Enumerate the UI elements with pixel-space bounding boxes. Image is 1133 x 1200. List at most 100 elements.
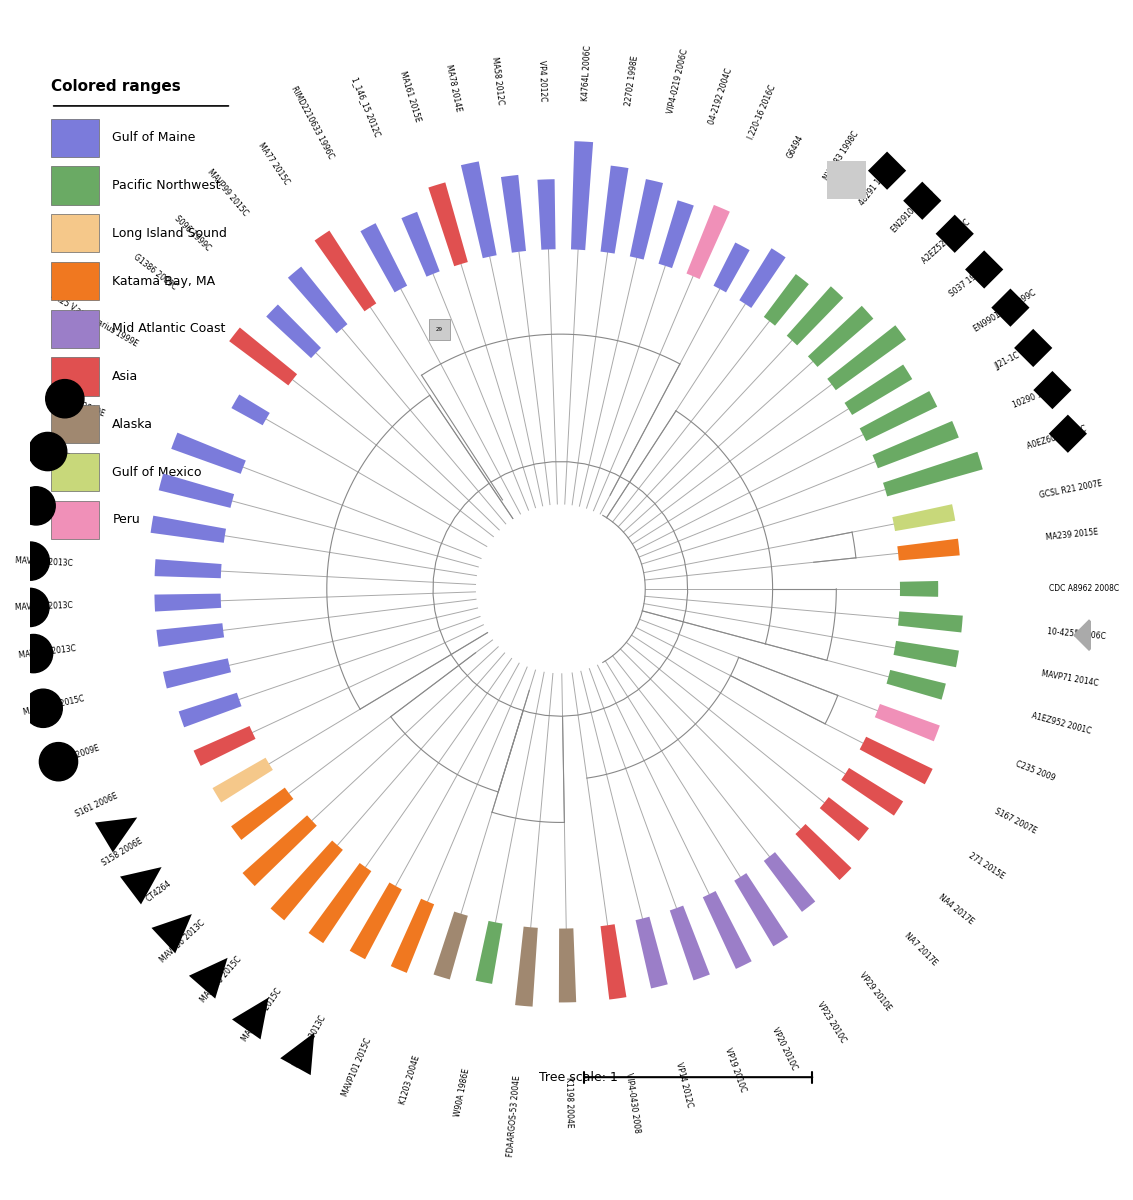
- Polygon shape: [288, 266, 348, 334]
- Polygon shape: [171, 433, 246, 474]
- Polygon shape: [898, 612, 963, 632]
- Circle shape: [24, 689, 62, 727]
- Polygon shape: [559, 929, 577, 1002]
- Polygon shape: [179, 692, 241, 727]
- Circle shape: [40, 743, 77, 781]
- Polygon shape: [280, 1033, 314, 1075]
- Text: MAVP31 2013C: MAVP31 2013C: [291, 1014, 327, 1069]
- Text: FDAARGOS-53 2004E: FDAARGOS-53 2004E: [506, 1075, 522, 1157]
- Polygon shape: [476, 920, 503, 984]
- FancyBboxPatch shape: [51, 454, 99, 491]
- Polygon shape: [894, 641, 959, 667]
- Circle shape: [45, 379, 84, 418]
- Text: NY3483 1998C: NY3483 1998C: [823, 130, 861, 182]
- Text: MAVP103 2015C: MAVP103 2015C: [240, 986, 284, 1043]
- Polygon shape: [827, 325, 906, 390]
- Text: CT4264: CT4264: [144, 880, 173, 904]
- Text: MA58 2012C: MA58 2012C: [491, 56, 505, 104]
- Polygon shape: [860, 737, 932, 785]
- Text: 22702 1998E: 22702 1998E: [624, 55, 640, 106]
- Text: EX25 V.antiquarius 1999E: EX25 V.antiquarius 1999E: [50, 292, 139, 349]
- Polygon shape: [841, 768, 903, 816]
- Text: S096 1999C: S096 1999C: [172, 215, 212, 253]
- Text: S167 2007E: S167 2007E: [994, 806, 1038, 835]
- Text: GCSL R21 2007E: GCSL R21 2007E: [1039, 479, 1104, 500]
- Text: NA7 2017E: NA7 2017E: [902, 931, 938, 967]
- Polygon shape: [213, 757, 273, 803]
- Text: VP29 2010E: VP29 2010E: [858, 971, 893, 1013]
- Polygon shape: [120, 868, 162, 905]
- Polygon shape: [428, 182, 468, 266]
- Polygon shape: [670, 906, 710, 980]
- Polygon shape: [152, 914, 191, 953]
- Polygon shape: [764, 274, 809, 325]
- Polygon shape: [159, 474, 235, 508]
- FancyBboxPatch shape: [51, 214, 99, 252]
- Polygon shape: [875, 704, 940, 742]
- Text: C235 2009: C235 2009: [1014, 760, 1056, 782]
- Polygon shape: [795, 824, 851, 880]
- Text: A2EZ523 2002C: A2EZ523 2002C: [920, 217, 972, 265]
- Polygon shape: [764, 852, 816, 912]
- Text: 10290 1997C: 10290 1997C: [1012, 383, 1062, 410]
- Polygon shape: [154, 594, 221, 612]
- Text: S161 2006E: S161 2006E: [75, 791, 120, 818]
- Polygon shape: [401, 212, 440, 277]
- Text: MA78 2014E: MA78 2014E: [444, 64, 463, 113]
- Polygon shape: [740, 248, 785, 308]
- Polygon shape: [872, 421, 959, 468]
- Text: G6499 2015E: G6499 2015E: [37, 445, 90, 467]
- Polygon shape: [391, 899, 434, 973]
- Text: G1386 2009C: G1386 2009C: [131, 253, 178, 292]
- Text: VP14 2012C: VP14 2012C: [674, 1062, 695, 1109]
- Circle shape: [15, 635, 52, 673]
- Text: EN2910 2000C: EN2910 2000C: [891, 187, 936, 235]
- Polygon shape: [860, 391, 937, 442]
- Text: Gulf of Maine: Gulf of Maine: [112, 131, 196, 144]
- Text: MAVP37 2013C: MAVP37 2013C: [15, 601, 73, 612]
- Text: K4764L 2006C: K4764L 2006C: [581, 46, 594, 102]
- Polygon shape: [868, 151, 906, 190]
- Polygon shape: [734, 874, 789, 947]
- Circle shape: [11, 588, 49, 626]
- Text: CDC A8962 2008C: CDC A8962 2008C: [1049, 584, 1118, 593]
- FancyBboxPatch shape: [51, 310, 99, 348]
- Polygon shape: [600, 166, 629, 253]
- Text: G1449 2009E: G1449 2009E: [54, 391, 107, 418]
- Polygon shape: [808, 306, 874, 367]
- Text: Katama Bay, MA: Katama Bay, MA: [112, 275, 215, 288]
- Polygon shape: [897, 539, 960, 560]
- Polygon shape: [965, 251, 1004, 288]
- Polygon shape: [194, 726, 256, 766]
- Text: Tree scale: 1: Tree scale: 1: [539, 1070, 617, 1084]
- Text: 271 2015E: 271 2015E: [968, 851, 1006, 881]
- Polygon shape: [231, 395, 270, 425]
- Text: 10-4255 2006C: 10-4255 2006C: [1047, 626, 1106, 641]
- Polygon shape: [434, 912, 468, 979]
- Polygon shape: [714, 242, 750, 293]
- Text: MA239 2015E: MA239 2015E: [1046, 528, 1099, 542]
- Polygon shape: [1049, 415, 1087, 452]
- Text: NA4 2017E: NA4 2017E: [937, 893, 976, 926]
- Circle shape: [11, 542, 50, 581]
- Text: EN9901310 1999C: EN9901310 1999C: [972, 288, 1038, 334]
- Bar: [827, 161, 866, 199]
- FancyBboxPatch shape: [51, 119, 99, 157]
- Polygon shape: [461, 161, 496, 258]
- Polygon shape: [242, 815, 317, 886]
- FancyBboxPatch shape: [51, 406, 99, 444]
- Polygon shape: [1033, 371, 1072, 409]
- Text: Pacific Northwest: Pacific Northwest: [112, 179, 221, 192]
- Text: MAVP99 2015C: MAVP99 2015C: [206, 168, 250, 217]
- Polygon shape: [501, 175, 526, 253]
- Polygon shape: [537, 179, 555, 250]
- Polygon shape: [893, 504, 955, 532]
- Text: G6494: G6494: [785, 133, 806, 160]
- Text: MAVP111 2015C: MAVP111 2015C: [23, 695, 86, 718]
- FancyBboxPatch shape: [51, 358, 99, 396]
- Polygon shape: [156, 623, 224, 647]
- Polygon shape: [360, 223, 407, 293]
- Text: Asia: Asia: [112, 370, 138, 383]
- FancyBboxPatch shape: [51, 262, 99, 300]
- Text: S037 1994C: S037 1994C: [947, 264, 990, 299]
